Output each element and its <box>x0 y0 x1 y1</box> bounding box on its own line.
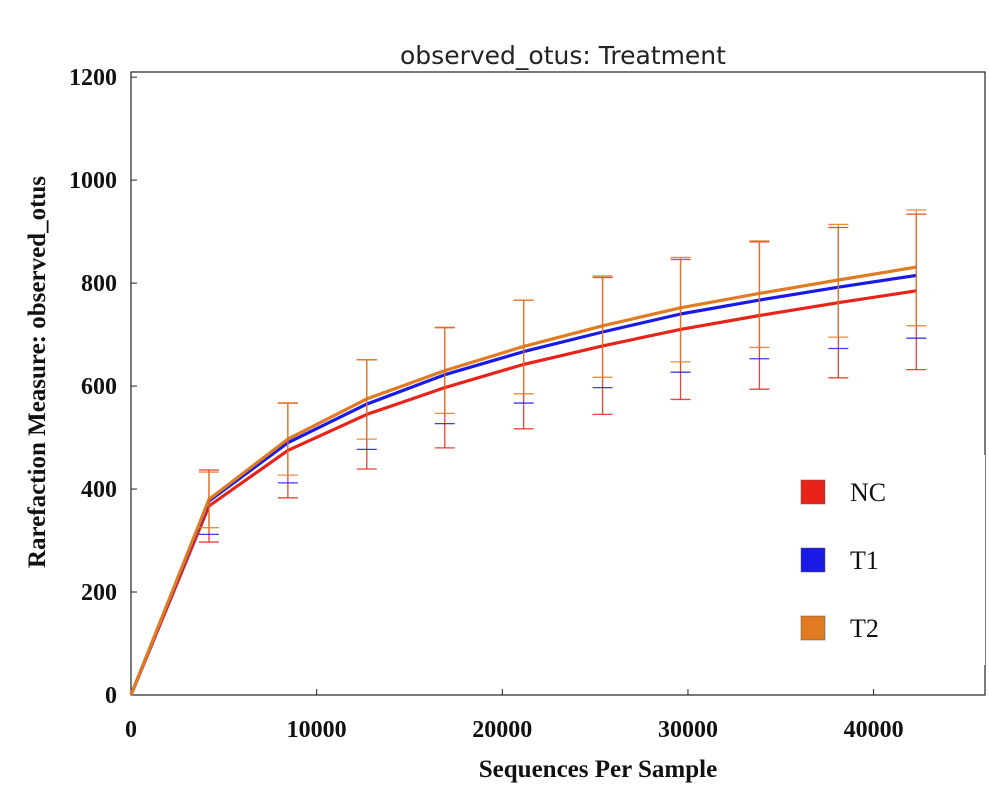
x-tick-label: 10000 <box>287 717 347 743</box>
y-tick-label: 1200 <box>69 65 117 91</box>
axis-ticks: 0 10000 20000 30000 40000 0 200 400 600 800 1000 12… <box>69 65 904 743</box>
legend-label-nc: NC <box>850 478 886 507</box>
y-tick-label: 800 <box>81 271 117 297</box>
legend-swatch-t1 <box>800 547 826 573</box>
y-tick-label: 600 <box>81 374 117 400</box>
y-tick-label: 0 <box>105 683 117 709</box>
x-axis-label: Sequences Per Sample <box>479 756 717 783</box>
x-tick-label: 30000 <box>658 717 718 743</box>
chart-title: observed_otus: Treatment <box>400 41 726 70</box>
plot-frame <box>130 71 986 696</box>
y-tick-label: 400 <box>81 477 117 503</box>
plot-area-border <box>130 71 986 696</box>
y-tick-label: 1000 <box>69 168 117 194</box>
legend-swatch-nc <box>800 479 826 505</box>
y-tick-label: 200 <box>81 580 117 606</box>
legend-label-t1: T1 <box>850 546 879 575</box>
legend: NC T1 T2 <box>768 455 985 665</box>
legend-swatch-t2 <box>800 615 826 641</box>
legend-label-t2: T2 <box>850 614 879 643</box>
x-tick-label: 40000 <box>844 717 904 743</box>
error-bars <box>198 209 927 543</box>
y-axis-label: Rarefaction Measure: observed_otus <box>24 176 51 568</box>
x-tick-label: 20000 <box>472 717 532 743</box>
x-tick-label: 0 <box>125 717 137 743</box>
